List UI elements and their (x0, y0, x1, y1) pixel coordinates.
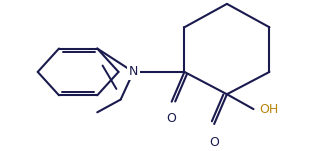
Text: N: N (129, 65, 138, 78)
Text: OH: OH (259, 103, 278, 116)
Text: O: O (209, 136, 219, 149)
Text: O: O (167, 112, 177, 125)
